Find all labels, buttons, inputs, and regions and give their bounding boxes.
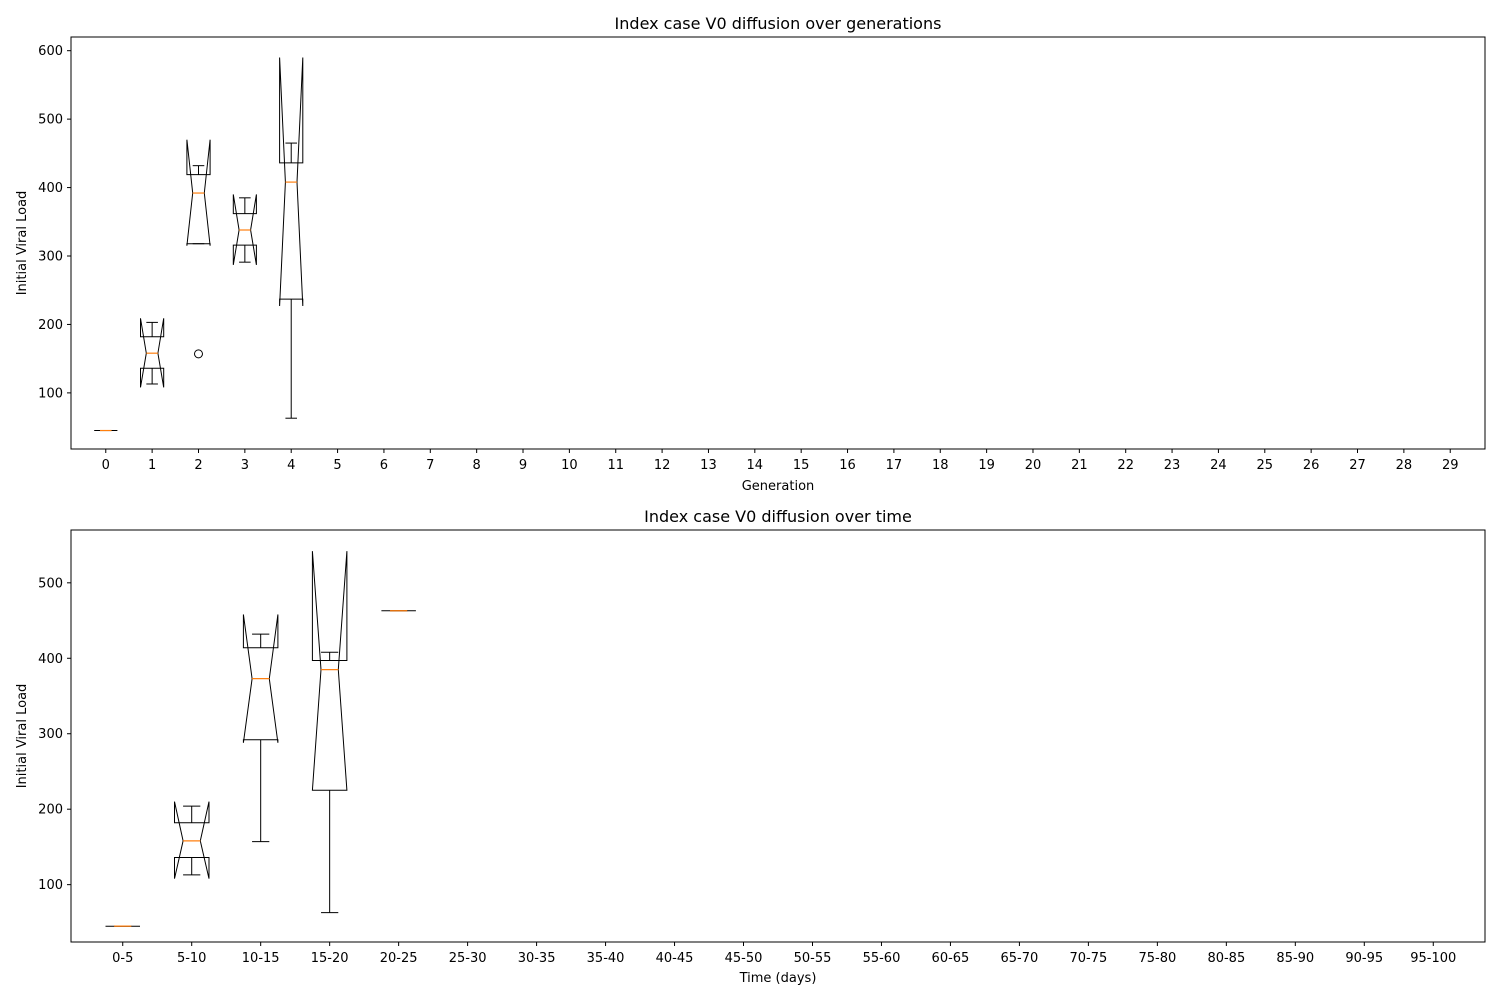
x-tick-label: 4 bbox=[287, 458, 295, 473]
time-chart: Index case V0 diffusion over time Time (… bbox=[15, 507, 1486, 986]
box-body bbox=[140, 318, 165, 388]
x-tick-label: 10 bbox=[561, 458, 578, 473]
x-tick-label: 80-85 bbox=[1207, 951, 1245, 966]
x-tick-label: 85-90 bbox=[1276, 951, 1314, 966]
y-tick-label: 500 bbox=[38, 576, 63, 591]
x-tick-label: 5-10 bbox=[177, 951, 207, 966]
x-tick-label: 30-35 bbox=[518, 951, 556, 966]
chart-title: Index case V0 diffusion over time bbox=[644, 507, 912, 526]
box-2 bbox=[186, 139, 211, 359]
y-axis-label: Initial Viral Load bbox=[15, 684, 30, 789]
y-tick-label: 100 bbox=[38, 386, 63, 401]
x-tick-label: 15-20 bbox=[311, 951, 349, 966]
x-tick-label: 25 bbox=[1257, 458, 1274, 473]
x-tick-label: 45-50 bbox=[725, 951, 763, 966]
box-body bbox=[174, 801, 210, 879]
x-tick-label: 70-75 bbox=[1069, 951, 1107, 966]
x-tick-label: 26 bbox=[1303, 458, 1320, 473]
x-tick-label: 75-80 bbox=[1138, 951, 1176, 966]
x-tick-label: 65-70 bbox=[1001, 951, 1039, 966]
box-10-15 bbox=[242, 614, 279, 843]
x-tick-label: 9 bbox=[519, 458, 527, 473]
x-tick-label: 50-55 bbox=[794, 951, 832, 966]
y-tick-label: 100 bbox=[38, 878, 63, 893]
x-tick-label: 16 bbox=[839, 458, 856, 473]
x-tick-label: 23 bbox=[1164, 458, 1181, 473]
x-tick-label: 35-40 bbox=[587, 951, 625, 966]
x-tick-label: 21 bbox=[1071, 458, 1088, 473]
x-tick-label: 10-15 bbox=[242, 951, 280, 966]
x-tick-label: 6 bbox=[380, 458, 388, 473]
x-tick-label: 90-95 bbox=[1345, 951, 1383, 966]
y-tick-label: 200 bbox=[38, 318, 63, 333]
x-tick-label: 14 bbox=[747, 458, 764, 473]
x-tick-label: 29 bbox=[1442, 458, 1459, 473]
x-tick-label: 5 bbox=[333, 458, 341, 473]
box-body bbox=[186, 139, 211, 246]
y-tick-label: 400 bbox=[38, 652, 63, 667]
box-15-20 bbox=[311, 551, 348, 914]
y-tick-label: 200 bbox=[38, 803, 63, 818]
y-tick-label: 400 bbox=[38, 181, 63, 196]
y-axis-label: Initial Viral Load bbox=[15, 191, 30, 296]
box-body bbox=[242, 614, 279, 743]
x-tick-label: 11 bbox=[607, 458, 624, 473]
x-tick-label: 0-5 bbox=[112, 951, 133, 966]
x-tick-label: 60-65 bbox=[932, 951, 970, 966]
y-tick-label: 500 bbox=[38, 113, 63, 128]
x-tick-label: 18 bbox=[932, 458, 949, 473]
chart-title: Index case V0 diffusion over generations bbox=[615, 14, 942, 33]
plot-area: 100 200 300 400 500 0-5 5-10 10-15 15-20 20-25 25-… bbox=[38, 529, 1486, 966]
x-tick-label: 95-100 bbox=[1410, 951, 1456, 966]
y-tick-label: 600 bbox=[38, 44, 63, 59]
x-tick-label: 15 bbox=[793, 458, 810, 473]
box-body bbox=[311, 551, 348, 791]
x-tick-label: 8 bbox=[473, 458, 481, 473]
box-3 bbox=[232, 194, 257, 265]
box-4 bbox=[279, 57, 304, 419]
x-tick-label: 19 bbox=[978, 458, 995, 473]
axes-frame bbox=[70, 529, 1486, 943]
x-tick-label: 55-60 bbox=[863, 951, 901, 966]
box-5-10 bbox=[174, 801, 210, 879]
x-tick-label: 17 bbox=[886, 458, 903, 473]
y-tick-label: 300 bbox=[38, 727, 63, 742]
box-body bbox=[232, 194, 257, 265]
x-tick-label: 0 bbox=[102, 458, 110, 473]
x-axis-label: Generation bbox=[742, 479, 815, 494]
box-1 bbox=[140, 318, 165, 388]
x-tick-label: 24 bbox=[1210, 458, 1227, 473]
x-tick-label: 13 bbox=[700, 458, 717, 473]
x-tick-label: 27 bbox=[1349, 458, 1366, 473]
axes-frame bbox=[70, 36, 1486, 450]
x-axis-label: Time (days) bbox=[739, 971, 817, 986]
x-tick-label: 3 bbox=[241, 458, 249, 473]
y-tick-label: 300 bbox=[38, 250, 63, 265]
x-tick-label: 22 bbox=[1117, 458, 1134, 473]
box-body bbox=[279, 57, 304, 307]
x-tick-label: 1 bbox=[148, 458, 156, 473]
x-tick-label: 25-30 bbox=[449, 951, 487, 966]
x-tick-label: 28 bbox=[1396, 458, 1413, 473]
flier-point bbox=[193, 349, 203, 359]
x-tick-label: 12 bbox=[654, 458, 671, 473]
x-tick-label: 20 bbox=[1025, 458, 1042, 473]
x-tick-label: 7 bbox=[426, 458, 434, 473]
x-tick-label: 2 bbox=[194, 458, 202, 473]
x-tick-label: 20-25 bbox=[380, 951, 418, 966]
generations-chart: Index case V0 diffusion over generations… bbox=[15, 14, 1486, 494]
x-tick-label: 40-45 bbox=[656, 951, 694, 966]
